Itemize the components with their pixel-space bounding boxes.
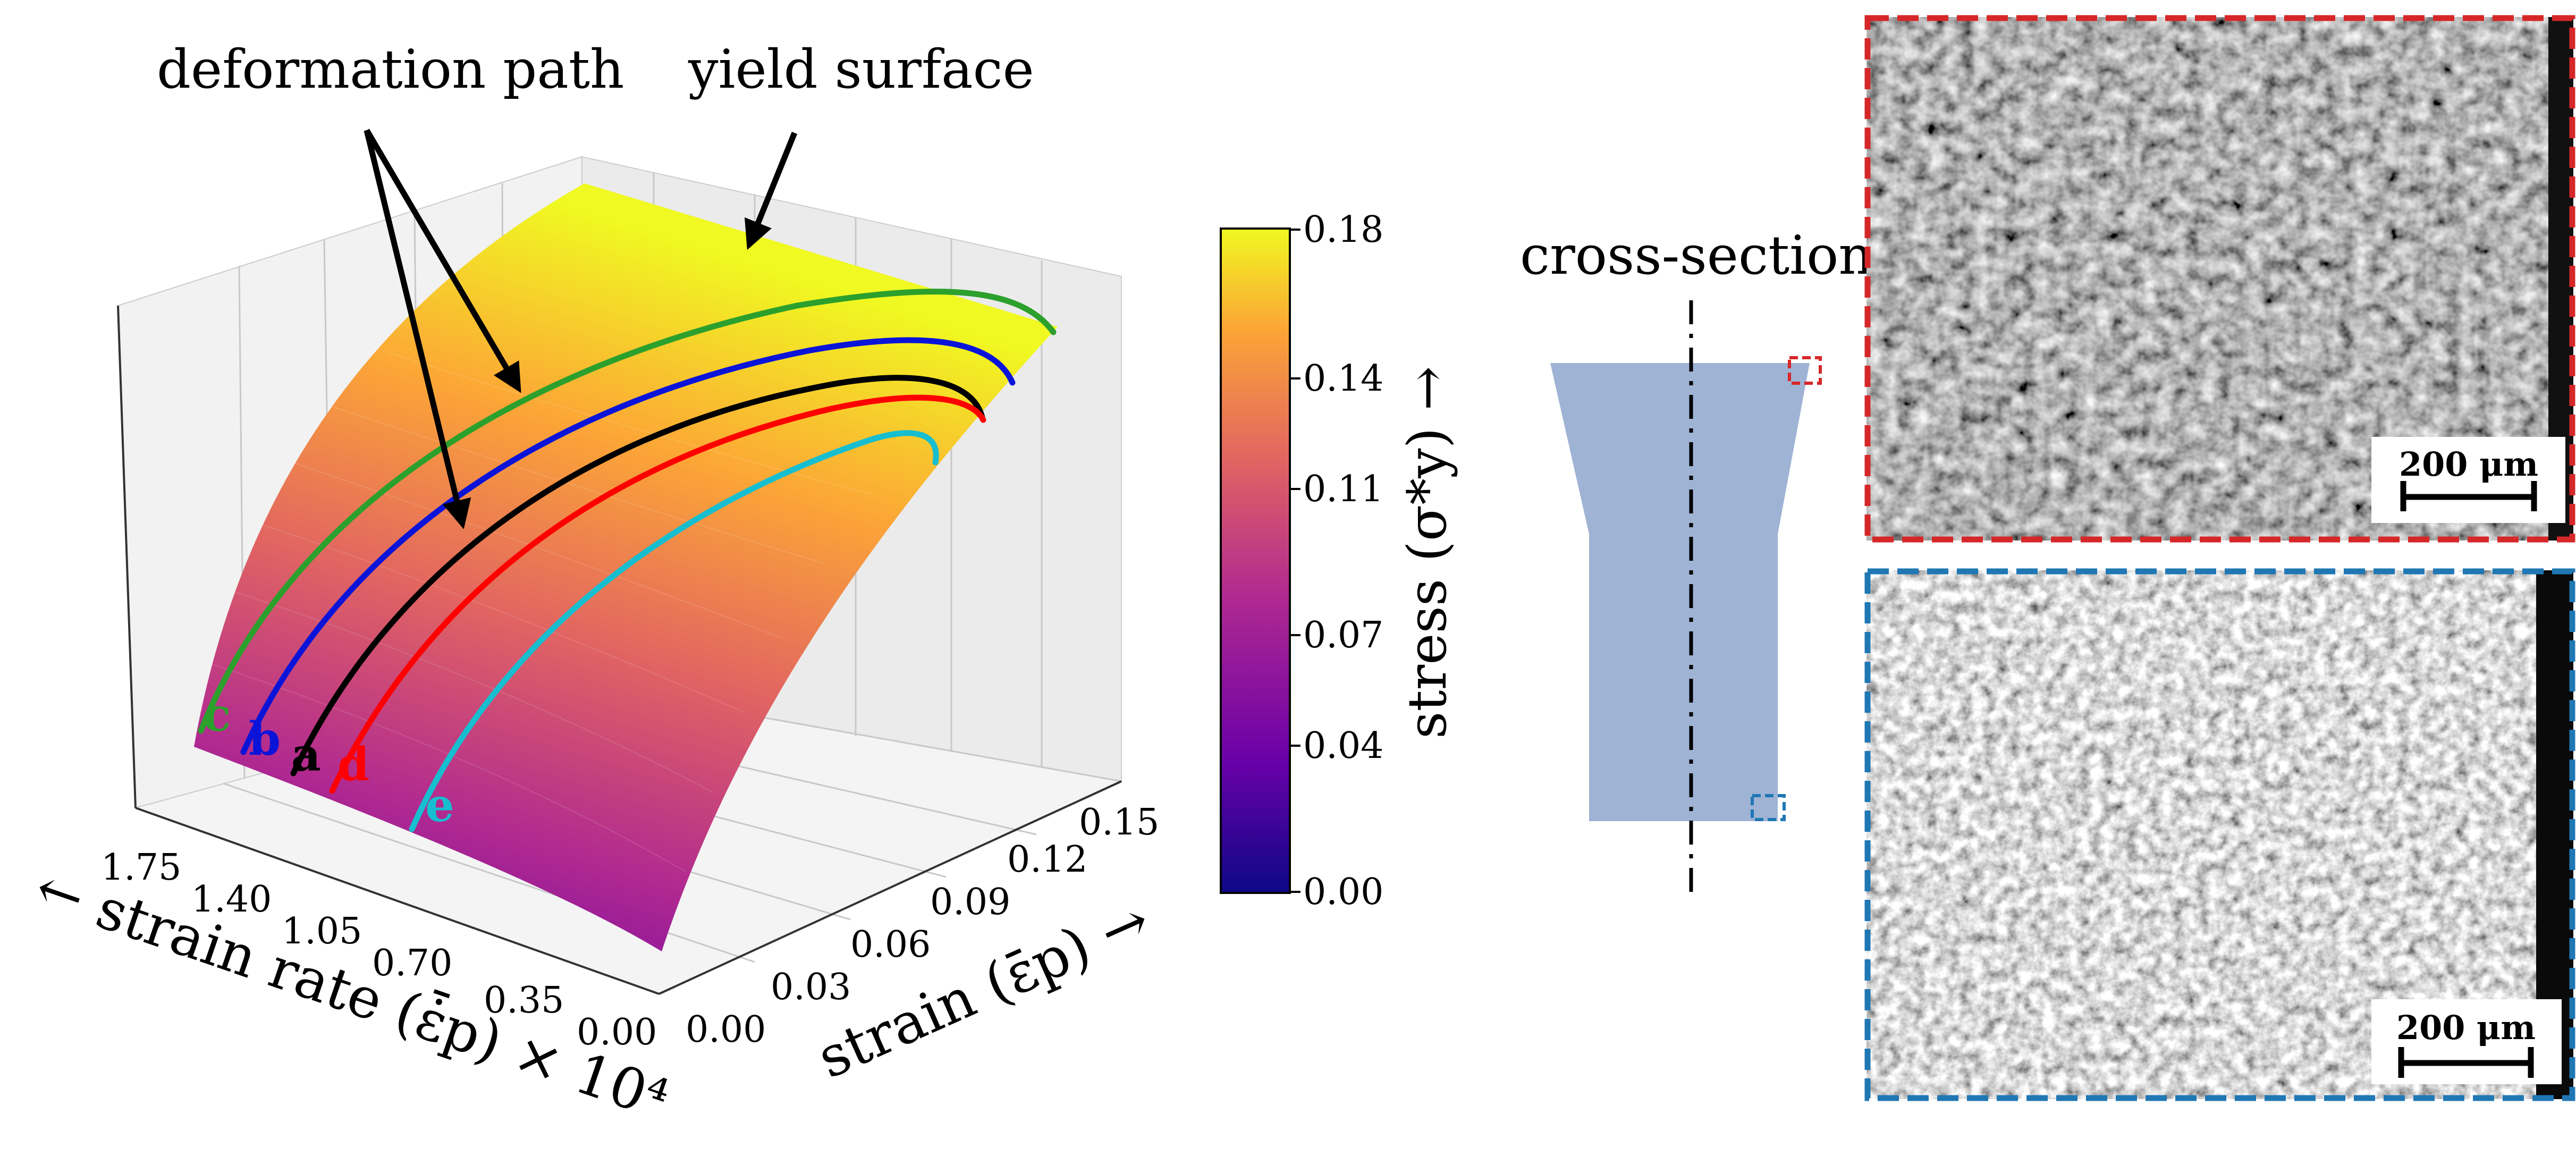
micrograph-top: 200 μm [1864,15,2575,543]
tick-strain-2: 0.06 [850,924,931,966]
arrow-to-surface-path [364,129,521,393]
colorbar-tick-4: 0.04 [1303,725,1383,767]
tick-strain-rate-2: 1.05 [282,910,362,952]
cross-section: cross-section [1520,224,1873,898]
sample-marker-bottom [1751,794,1786,821]
colorbar-tick-1: 0.14 [1303,358,1383,400]
deformation-paths [198,289,1057,832]
strain-rate-ticks: 1.75 1.40 1.05 0.70 0.35 0.00 [101,847,657,1053]
tick-strain-rate-3: 0.70 [372,942,452,984]
x-axis-edge [135,807,660,995]
colorbar-tick-0: 0.18 [1303,209,1383,251]
annotation-yield-surface: yield surface [688,38,1034,100]
annotation-arrows [364,129,798,529]
y-axis-edge [658,780,1122,995]
path-label-b: b [249,712,281,766]
colorbar-tick-2: 0.11 [1303,468,1383,510]
path-label-e: e [425,779,454,832]
tick-strain-rate-4: 0.35 [484,980,564,1022]
tick-strain-1: 0.03 [771,966,851,1008]
scalebar-top-label: 200 μm [2399,445,2538,484]
tick-strain-rate-5: 0.00 [577,1011,657,1053]
tick-strain-rate-0: 1.75 [101,847,181,889]
path-a-curve [290,375,985,777]
tick-strain-3: 0.09 [930,881,1010,923]
path-label-c: c [203,688,231,742]
cross-section-title: cross-section [1520,224,1873,286]
path-c-curve [198,289,1057,734]
path-d-curve [329,394,986,794]
arrow-to-yield-surface [745,131,798,250]
scalebar-bottom-label: 200 μm [2396,1008,2536,1047]
arrow-to-path-a [364,129,471,529]
colorbar-label: stress (σ*y) → [1396,366,1458,739]
tick-strain-0: 0.00 [686,1009,766,1051]
scalebar-bottom-bar [2398,1047,2534,1078]
path-e-curve [409,430,939,832]
colorbar: 0.18 0.14 0.11 0.07 0.04 0.00 stress (σ*… [1220,209,1458,913]
colorbar-gradient [1220,227,1291,894]
cross-section-shape [1550,363,1810,821]
path-b-curve [240,337,1016,755]
surface-mesh-lines [212,340,872,872]
path-label-a: a [291,728,321,782]
colorbar-tick-3: 0.07 [1303,614,1383,656]
tick-strain-4: 0.12 [1007,839,1087,881]
path-labels: c b a d e [203,688,454,832]
micrograph-bottom: 200 μm [1864,568,2575,1101]
micrograph-top-frame [1864,15,2575,543]
sample-marker-top [1788,356,1822,385]
micrograph-bottom-frame [1864,568,2575,1101]
scalebar-top-bar [2400,481,2537,511]
path-label-d: d [337,738,369,791]
tick-strain-rate-1: 1.40 [191,879,272,921]
colorbar-tick-5: 0.00 [1303,871,1383,913]
annotation-deformation-path: deformation path [157,38,624,100]
strain-ticks: 0.00 0.03 0.06 0.09 0.12 0.15 [686,801,1159,1051]
z-axis-edge [117,305,137,808]
tick-strain-5: 0.15 [1079,801,1159,843]
